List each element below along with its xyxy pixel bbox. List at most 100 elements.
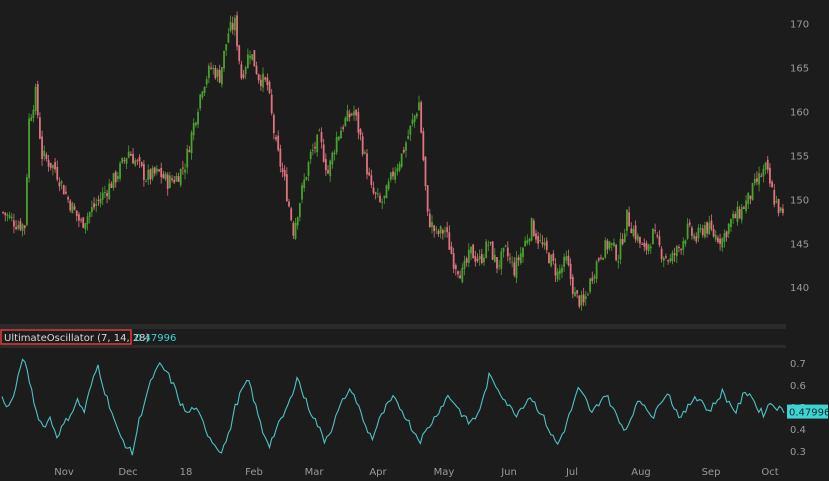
candle-body	[580, 294, 583, 306]
candle-body	[229, 22, 232, 32]
candle-body	[158, 169, 160, 172]
candle-body	[311, 149, 314, 151]
candle-body	[413, 115, 416, 122]
candle-body	[333, 152, 336, 155]
candle-body	[688, 222, 691, 225]
candle-body	[719, 238, 721, 244]
candle-body	[463, 260, 466, 269]
candle-body	[214, 67, 217, 79]
candle-body	[86, 216, 89, 225]
oscillator-tick-label: 0.6	[790, 381, 806, 392]
candle-body	[710, 220, 713, 230]
candle-body	[526, 240, 529, 244]
candle-body	[565, 256, 568, 261]
candle-body	[649, 246, 652, 249]
candle-body	[166, 174, 169, 189]
candle-body	[318, 130, 321, 132]
candle-body	[52, 165, 54, 169]
candle-body	[36, 84, 39, 116]
candle-body	[782, 208, 784, 213]
candle-body	[374, 192, 377, 194]
candle-body	[381, 201, 384, 203]
candle-body	[706, 222, 708, 234]
candle-body	[465, 258, 468, 263]
candle-body	[541, 242, 544, 245]
candle-body	[363, 151, 366, 154]
time-tick-label: Mar	[305, 467, 325, 478]
candle-body	[387, 181, 390, 190]
candle-body	[610, 243, 613, 245]
candle-body	[769, 167, 771, 184]
candle-body	[407, 135, 410, 139]
candle-body	[290, 208, 293, 221]
candle-body	[704, 225, 706, 237]
candle-body	[554, 263, 557, 276]
candle-body	[225, 44, 228, 51]
candle-body	[379, 195, 381, 202]
candle-body	[236, 15, 238, 47]
candle-body	[444, 230, 446, 232]
candle-body	[574, 292, 576, 297]
candle-body	[327, 169, 329, 174]
candle-body	[675, 246, 678, 257]
candle-body	[164, 173, 167, 180]
candle-body	[127, 151, 130, 158]
candle-body	[288, 201, 290, 207]
candle-body	[738, 209, 741, 219]
candle-body	[80, 219, 82, 221]
candle-body	[13, 220, 15, 227]
candle-body	[155, 168, 158, 172]
candle-body	[723, 233, 726, 242]
candle-body	[632, 228, 635, 236]
candle-body	[626, 209, 628, 231]
candle-body	[714, 234, 717, 240]
indicator-label-box[interactable]	[0, 329, 132, 345]
candle-body	[446, 227, 449, 233]
time-tick-label: May	[434, 467, 455, 478]
candle-body	[753, 178, 756, 184]
candle-body	[231, 22, 234, 30]
candle-body	[478, 255, 481, 260]
candle-body	[344, 117, 347, 127]
candle-body	[392, 171, 394, 177]
candle-body	[270, 94, 273, 114]
candle-body	[366, 153, 368, 175]
candle-body	[422, 131, 425, 161]
candlesticks	[2, 11, 784, 311]
candle-body	[764, 162, 767, 170]
candle-body	[90, 207, 93, 213]
candle-body	[530, 218, 533, 241]
candle-body	[394, 172, 397, 180]
candle-body	[316, 134, 319, 153]
candle-body	[483, 257, 485, 263]
candle-body	[246, 54, 249, 69]
candle-body	[569, 263, 572, 280]
candle-body	[45, 154, 48, 159]
candle-body	[285, 174, 288, 202]
candle-body	[212, 67, 215, 69]
candle-body	[192, 123, 195, 136]
candle-body	[8, 215, 11, 218]
price-tick-label: 150	[790, 195, 809, 206]
candle-body	[502, 247, 505, 252]
candle-body	[142, 164, 145, 180]
oscillator-header-bar	[0, 329, 786, 345]
candle-body	[511, 261, 514, 263]
candle-body	[472, 244, 475, 259]
time-tick-label: Jul	[565, 467, 578, 478]
candle-body	[84, 223, 87, 230]
candle-body	[595, 261, 598, 279]
time-x-axis: Nov Dec 18 Feb Mar Apr May Jun Jul Aug Sep Oct	[54, 467, 778, 478]
candle-body	[294, 222, 297, 239]
oscillator-last-value-tag: 0.47996	[787, 404, 829, 419]
candle-body	[194, 122, 197, 126]
candle-body	[65, 191, 67, 194]
candle-body	[597, 258, 600, 261]
candle-body	[292, 222, 295, 236]
candle-body	[54, 162, 56, 170]
candle-body	[667, 260, 670, 262]
candle-body	[41, 136, 43, 160]
candle-body	[145, 180, 147, 182]
candle-body	[660, 248, 663, 259]
